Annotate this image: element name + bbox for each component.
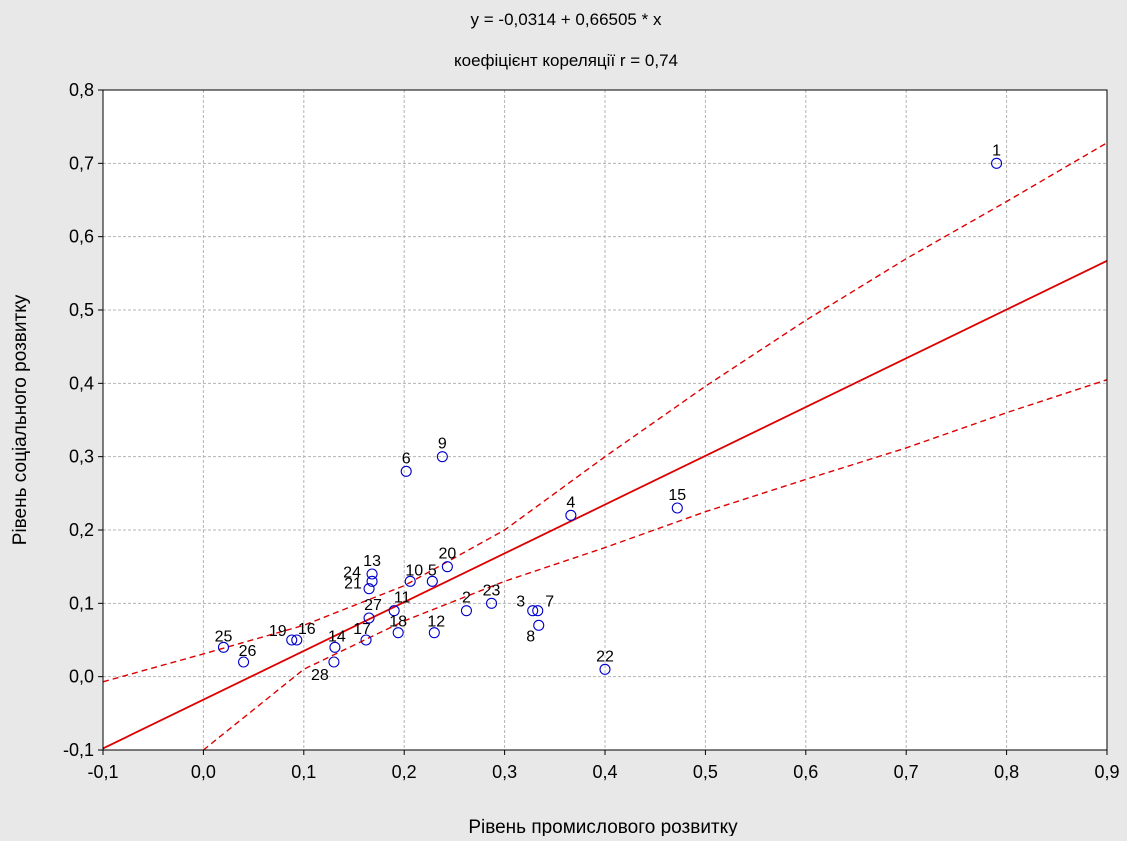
x-tick-label: 0,9 (1094, 762, 1119, 782)
y-tick-label: 0,0 (69, 667, 94, 687)
x-tick-label: 0,3 (492, 762, 517, 782)
data-point (485, 597, 498, 609)
data-point-label: 27 (364, 597, 382, 614)
data-point (428, 627, 440, 639)
data-point (404, 575, 416, 587)
data-point-label: 3 (516, 594, 525, 611)
data-point (991, 157, 1003, 169)
data-point (291, 634, 303, 646)
regression-line-group (102, 259, 1108, 750)
data-point-label: 18 (389, 614, 407, 631)
data-point-label: 24 (343, 564, 361, 581)
y-tick-label: 0,8 (69, 80, 94, 100)
y-tick-label: 0,6 (69, 227, 94, 247)
data-point-label: 11 (394, 590, 411, 607)
data-point (532, 605, 544, 617)
data-point-label: 1 (992, 142, 1001, 159)
y-tick-label: 0,4 (69, 373, 94, 393)
y-tick-label: 0,1 (69, 593, 94, 613)
data-point-label: 21 (344, 576, 362, 593)
y-tick-label: 0,7 (69, 153, 94, 173)
data-point (329, 641, 341, 653)
confidence-lower-curve (202, 379, 1108, 751)
x-tick-label: 0,8 (994, 762, 1019, 782)
x-tick-label: 0,7 (894, 762, 919, 782)
data-point-label: 17 (353, 621, 371, 638)
data-point (217, 641, 230, 653)
data-point (366, 568, 378, 580)
data-point-label: 23 (483, 582, 501, 599)
y-tick-label: 0,5 (69, 300, 94, 320)
data-point-label: 28 (311, 667, 329, 684)
data-point (565, 509, 577, 521)
data-point (400, 465, 412, 477)
confidence-upper-curve (102, 142, 1108, 683)
x-tick-label: 0,0 (191, 762, 216, 782)
confidence-band (102, 142, 1108, 751)
data-point (363, 583, 375, 595)
data-point-label: 14 (328, 628, 346, 645)
data-point-label: 7 (545, 594, 554, 611)
data-point (527, 605, 539, 617)
x-tick-label: -0,1 (87, 762, 118, 782)
data-point (366, 575, 378, 587)
data-point-label: 16 (298, 621, 316, 638)
data-point-label: 15 (668, 487, 686, 504)
data-point-label: 13 (363, 553, 381, 570)
x-tick-label: 0,2 (392, 762, 417, 782)
data-point (671, 502, 683, 514)
data-point (392, 627, 404, 639)
data-point (360, 634, 372, 646)
data-point-label: 9 (438, 436, 447, 453)
data-point-label: 8 (526, 628, 535, 645)
data-point (436, 451, 448, 463)
data-point-label: 4 (566, 494, 575, 511)
data-point-label: 25 (215, 628, 233, 645)
data-point (238, 656, 250, 668)
y-axis-ticks: -0,1 0,0 0,1 0,2 0,3 0,4 0,5 0,6 0,7 0,8 (63, 80, 103, 760)
y-tick-label: -0,1 (63, 740, 94, 760)
chart-subtitle: коефіцієнт кореляції r = 0,74 (454, 51, 678, 70)
data-point-label: 10 (405, 562, 423, 579)
data-point (328, 656, 340, 668)
data-point (388, 605, 400, 617)
data-point-label: 12 (427, 614, 445, 631)
y-tick-label: 0,3 (69, 447, 94, 467)
data-point-label: 26 (239, 643, 257, 660)
data-point-label: 19 (269, 623, 287, 640)
data-point (426, 575, 438, 587)
data-point (441, 561, 453, 573)
gridlines (103, 90, 1107, 750)
x-tick-label: 0,5 (693, 762, 718, 782)
data-point-label: 2 (462, 590, 471, 607)
chart-title: y = -0,0314 + 0,66505 * x (471, 10, 662, 29)
data-point (286, 634, 298, 646)
x-tick-label: 0,4 (592, 762, 617, 782)
data-point-label: 6 (402, 450, 411, 467)
data-point-label: 20 (438, 546, 456, 563)
x-tick-label: 0,6 (793, 762, 818, 782)
data-point (533, 619, 545, 631)
x-axis-label: Рівень промислового розвитку (468, 817, 738, 836)
x-axis-ticks: -0,1 0,0 0,1 0,2 0,3 0,4 0,5 0,6 0,7 0,8 0,9 (87, 750, 1120, 782)
data-point-label: 22 (596, 648, 614, 665)
data-point (460, 605, 472, 617)
data-point (599, 663, 611, 675)
regression-line (102, 259, 1108, 750)
data-point-label: 5 (428, 562, 437, 579)
data-point (363, 612, 375, 624)
y-tick-label: 0,2 (69, 520, 94, 540)
y-axis-label: Рівень соціального розвитку (10, 294, 31, 545)
x-tick-label: 0,1 (291, 762, 316, 782)
